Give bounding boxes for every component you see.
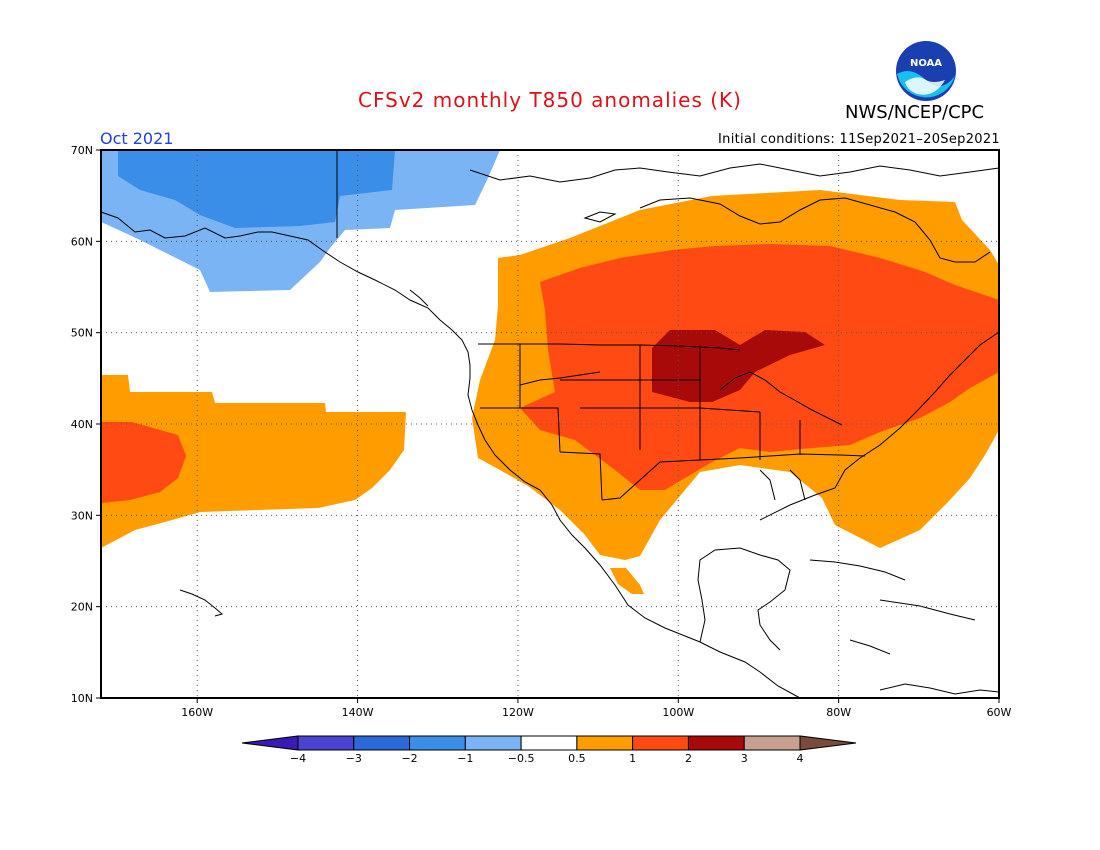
colorbar-label-4: −0.5 bbox=[508, 752, 535, 765]
colorbar-label-8: 3 bbox=[741, 752, 748, 765]
colorbar-label-7: 2 bbox=[685, 752, 692, 765]
lat-label-3: 40N bbox=[71, 418, 93, 431]
colorbar-box-5 bbox=[576, 735, 634, 751]
lon-label-3: 100W bbox=[662, 706, 694, 719]
colorbar-high-arrow bbox=[799, 735, 857, 751]
lon-label-4: 80W bbox=[826, 706, 851, 719]
colorbar-box-6 bbox=[632, 735, 689, 751]
colorbar: −4 −3 −2 −1 −0.5 0.5 1 2 3 4 bbox=[241, 735, 857, 765]
colorbar-label-9: 4 bbox=[797, 752, 804, 765]
political-boundaries bbox=[336, 150, 866, 501]
initial-conditions: Initial conditions: 11Sep2021–20Sep2021 bbox=[718, 132, 1000, 147]
colorbar-box-3 bbox=[464, 735, 522, 751]
anomaly-na-2 bbox=[652, 330, 825, 402]
lon-label-1: 140W bbox=[342, 706, 374, 719]
colorbar-label-2: −2 bbox=[401, 752, 417, 765]
colorbar-low-arrow bbox=[241, 735, 299, 751]
colorbar-label-1: −3 bbox=[346, 752, 362, 765]
anomaly-fields bbox=[101, 150, 999, 594]
lat-label-2: 50N bbox=[71, 327, 93, 340]
colorbar-label-5: 0.5 bbox=[568, 752, 586, 765]
forecast-period: Oct 2021 bbox=[100, 129, 174, 148]
colorbar-label-6: 1 bbox=[629, 752, 636, 765]
colorbar-box-4 bbox=[520, 735, 578, 751]
lat-label-0: 70N bbox=[71, 144, 93, 157]
colorbar-box-8 bbox=[743, 735, 801, 751]
colorbar-box-7 bbox=[687, 735, 745, 751]
longitude-labels: 160W 140W 120W 100W 80W 60W bbox=[181, 698, 1012, 719]
chart-title: CFSv2 monthly T850 anomalies (K) bbox=[358, 88, 742, 112]
agency-label: NWS/NCEP/CPC bbox=[845, 102, 985, 123]
anomaly-pacific-1 bbox=[101, 422, 186, 503]
latitude-labels: 70N 60N 50N 40N 30N 20N 10N bbox=[71, 144, 101, 705]
lat-label-6: 10N bbox=[71, 692, 93, 705]
lat-label-4: 30N bbox=[71, 509, 93, 522]
lon-label-5: 60W bbox=[987, 706, 1012, 719]
anomaly-na-0p5-b bbox=[610, 568, 644, 594]
colorbar-box-1 bbox=[353, 735, 411, 751]
lat-label-1: 60N bbox=[71, 235, 93, 248]
anomaly-neg-1 bbox=[118, 150, 395, 228]
lat-label-5: 20N bbox=[71, 601, 93, 614]
logo-text: NOAA bbox=[910, 58, 942, 69]
lon-label-2: 120W bbox=[502, 706, 534, 719]
anomaly-pacific-0p5 bbox=[101, 375, 406, 548]
colorbar-box-2 bbox=[409, 735, 466, 751]
lon-label-0: 160W bbox=[181, 706, 213, 719]
coastlines bbox=[100, 163, 1000, 699]
colorbar-label-3: −1 bbox=[457, 752, 473, 765]
noaa-logo-icon: NOAA bbox=[896, 41, 956, 101]
colorbar-box-0 bbox=[297, 735, 355, 751]
colorbar-label-0: −4 bbox=[290, 752, 306, 765]
